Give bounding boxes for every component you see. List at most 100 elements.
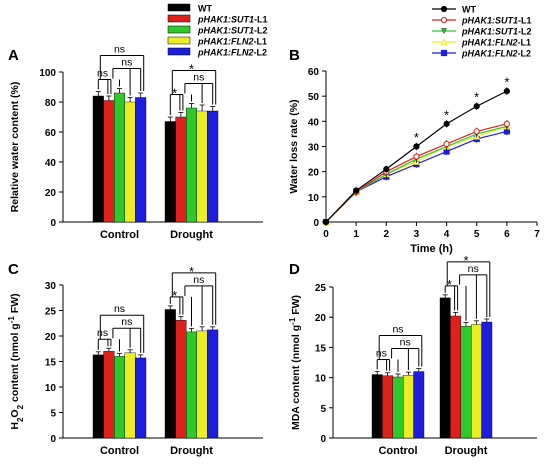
panel-a-sig-label: * — [172, 86, 177, 101]
panel-d-y-axis-label: MDA content (nmol g-1 FW) — [288, 295, 303, 430]
panel-c-bar — [175, 319, 187, 439]
panel-b-legend-marker — [441, 28, 447, 35]
panel-b-y-tick-label: 60 — [308, 67, 320, 78]
panel-d-bar — [439, 297, 451, 439]
panel-a-legend-label: pHAK1:SUT1-L2 — [197, 26, 268, 36]
panel-b-point — [443, 140, 450, 148]
panel-c-category-label: Drought — [170, 445, 213, 457]
panel-a-category-label: Drought — [170, 229, 213, 241]
panel-b-legend-label: WT — [462, 5, 476, 15]
panel-b-y-tick-label: 50 — [308, 92, 320, 103]
panel-c-y-tick-label: 25 — [45, 307, 57, 318]
panel-b-legend-label: pHAK1:SUT1-L2 — [461, 27, 532, 37]
panel-b-annotation: * — [474, 90, 479, 105]
panel-c-bar — [113, 356, 125, 439]
panel-b-y-tick-label: 10 — [308, 193, 320, 204]
panel-c-sig-label: ns — [97, 327, 108, 339]
panel-d-sig-label: * — [447, 277, 452, 292]
panel-a-y-tick-label: 40 — [45, 158, 57, 169]
panel-a-legend-swatch — [167, 3, 191, 12]
panel-b-legend-marker — [440, 49, 448, 57]
panel-d-bar — [382, 375, 393, 439]
panel-c-bar — [185, 331, 197, 439]
panel-b-x-tick-label: 2 — [384, 229, 390, 240]
panel-b-letter: B — [289, 47, 300, 64]
panel-a-bar — [164, 121, 176, 223]
panel-b-point — [473, 128, 480, 135]
panel-d-y-tick-label: 20 — [315, 313, 327, 324]
panel-b-x-tick-label: 0 — [323, 229, 329, 240]
panel-b-legend-label: pHAK1:FLN2-L1 — [461, 38, 531, 48]
panel-b-x-tick-label: 6 — [504, 229, 510, 240]
panel-c: C 0 5 10 15 20 25 30 H2O2 content (nmol g-1 FW) C… — [7, 261, 263, 457]
panel-b-annotation: * — [414, 130, 419, 145]
panel-a-bar — [175, 116, 187, 223]
panel-c-y-tick-label: 0 — [50, 434, 56, 445]
panel-b-legend-label: pHAK1:SUT1-L1 — [461, 16, 532, 26]
panel-b-x-tick-label: 3 — [414, 229, 420, 240]
panel-a-bar — [113, 92, 125, 223]
panel-b-x-tick-label: 4 — [444, 229, 450, 240]
panel-c-sig-label: * — [172, 288, 177, 303]
panel-b-point — [353, 187, 360, 194]
panel-d-sig-label: ns — [392, 324, 403, 336]
panel-c-sig-label: ns — [193, 274, 204, 286]
panel-a-legend-swatch — [167, 14, 191, 23]
panel-c-category-label: Control — [100, 445, 139, 457]
panel-b-point — [473, 103, 480, 110]
panel-b-legend: WTpHAK1:SUT1-L1pHAK1:SUT1-L2pHAK1:FLN2-L… — [432, 5, 532, 59]
panel-a-bar — [124, 101, 136, 223]
panel-b-annotation: * — [504, 75, 509, 90]
panel-d-bar — [392, 376, 404, 439]
panel-b-y-tick-label: 20 — [308, 168, 320, 179]
panel-a-sig-label: ns — [114, 44, 125, 56]
panel-a-sig-label: ns — [193, 72, 204, 84]
panel-c-sig-label: ns — [121, 316, 132, 328]
panel-a-legend-swatch — [167, 36, 191, 45]
panel-c-bar — [164, 309, 176, 439]
panel-b-x-axis-label: Time (h) — [410, 243, 453, 255]
panel-d-bar — [413, 371, 425, 439]
panel-b-y-tick-label: 30 — [308, 143, 320, 154]
panel-c-bar — [207, 329, 219, 439]
panel-a-bar — [196, 110, 208, 223]
panel-d-category-label: Control — [378, 445, 417, 457]
panel-d-y-tick-label: 10 — [315, 374, 327, 385]
panel-c-bar — [135, 357, 147, 439]
panel-b-annotation: * — [444, 107, 449, 122]
panel-a-bar — [207, 110, 219, 223]
panel-d-bar — [371, 374, 383, 439]
panel-b-point — [322, 218, 330, 226]
panel-d-sig-label: * — [463, 253, 468, 268]
panel-d-sig-label: ns — [468, 263, 479, 275]
panel-b-legend-label: pHAK1:FLN2-L2 — [461, 49, 531, 59]
panel-a-bar — [135, 97, 147, 223]
panel-d-category-label: Drought — [445, 445, 488, 457]
panel-b-point — [443, 120, 450, 127]
panel-b-y-tick-label: 0 — [313, 218, 319, 229]
panel-a-bar — [185, 107, 197, 223]
panel-b-y-tick-label: 40 — [308, 117, 320, 128]
panel-c-y-tick-label: 15 — [45, 358, 57, 369]
panel-b-x-tick-label: 7 — [534, 229, 540, 240]
panel-d-y-tick-label: 25 — [315, 283, 327, 294]
panel-b-x-tick-label: 1 — [353, 229, 359, 240]
panel-b-point — [413, 153, 420, 160]
panel-a-legend-label: pHAK1:SUT1-L1 — [197, 15, 268, 25]
panel-b-legend-marker — [440, 5, 448, 13]
panel-d-bar — [403, 374, 414, 439]
panel-a-legend-swatch — [167, 47, 191, 56]
panel-a-bar — [103, 100, 115, 223]
panel-a-y-axis-label: Relative water content (%) — [9, 82, 21, 213]
panel-a-legend-label: pHAK1:FLN2-L1 — [197, 37, 267, 47]
panel-b-legend-marker — [440, 16, 448, 24]
panel-d-bar — [481, 321, 493, 439]
panel-d-bar — [460, 326, 472, 439]
panel-c-bar — [103, 351, 115, 439]
panel-c-y-axis-label: H2O2 content (nmol g-1 FW) — [7, 293, 25, 429]
panel-a-y-tick-label: 20 — [45, 188, 57, 199]
panel-b-point — [383, 166, 390, 173]
panel-a-legend-label: pHAK1:FLN2-L2 — [197, 48, 267, 58]
panel-a-y-tick-label: 60 — [45, 128, 57, 139]
